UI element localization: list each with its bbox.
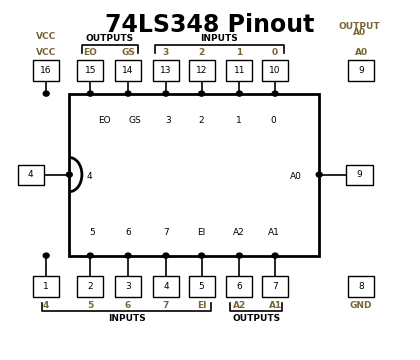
- Bar: [33, 276, 59, 297]
- Circle shape: [236, 91, 242, 96]
- Text: GND: GND: [350, 301, 373, 310]
- Bar: [348, 276, 374, 297]
- Text: VCC: VCC: [36, 48, 56, 57]
- Text: GS: GS: [121, 48, 135, 57]
- Text: 8: 8: [358, 282, 364, 292]
- Text: EO: EO: [98, 116, 110, 125]
- Text: 0: 0: [272, 48, 278, 57]
- Text: A0: A0: [354, 48, 368, 57]
- Text: 3: 3: [163, 48, 169, 57]
- Text: CIRCUITS-DIY.COM: CIRCUITS-DIY.COM: [141, 162, 248, 172]
- Text: 3: 3: [165, 116, 171, 125]
- Bar: [189, 276, 215, 297]
- Bar: [18, 165, 44, 185]
- Text: VCC: VCC: [36, 32, 56, 41]
- Circle shape: [163, 253, 169, 258]
- Circle shape: [125, 91, 131, 96]
- Circle shape: [316, 172, 322, 177]
- Text: A2: A2: [233, 301, 246, 310]
- Bar: [346, 165, 373, 185]
- Text: EO: EO: [83, 48, 97, 57]
- Text: 14: 14: [122, 66, 134, 75]
- Text: GS: GS: [128, 116, 141, 125]
- Bar: [153, 276, 179, 297]
- Circle shape: [70, 150, 77, 156]
- Bar: [226, 276, 252, 297]
- Text: 9: 9: [357, 170, 362, 179]
- Circle shape: [90, 171, 99, 178]
- Text: 74LS348 Pinout: 74LS348 Pinout: [105, 13, 315, 37]
- Text: 7: 7: [272, 282, 278, 292]
- Text: 12: 12: [196, 66, 207, 75]
- Bar: [33, 60, 59, 81]
- Bar: [153, 60, 179, 81]
- Text: 4: 4: [86, 172, 92, 181]
- Circle shape: [199, 91, 205, 96]
- Bar: [115, 60, 141, 81]
- Text: 2: 2: [199, 48, 205, 57]
- Text: 6: 6: [125, 301, 131, 310]
- Text: A1: A1: [268, 228, 280, 237]
- Text: 11: 11: [234, 66, 245, 75]
- Text: 2: 2: [199, 116, 205, 125]
- Circle shape: [87, 253, 93, 258]
- Text: 5: 5: [87, 301, 93, 310]
- Bar: [69, 94, 319, 256]
- Bar: [262, 276, 288, 297]
- Text: 4: 4: [163, 282, 169, 292]
- Bar: [77, 276, 103, 297]
- Text: 16: 16: [40, 66, 52, 75]
- Text: OUTPUTS: OUTPUTS: [232, 314, 280, 323]
- Text: 15: 15: [84, 66, 96, 75]
- Text: OUTPUT: OUTPUT: [339, 22, 381, 31]
- Text: 5: 5: [89, 228, 95, 237]
- Text: 13: 13: [160, 66, 172, 75]
- Text: 4: 4: [43, 301, 50, 310]
- Text: 0: 0: [270, 116, 276, 125]
- Text: 10: 10: [269, 66, 281, 75]
- Text: 1: 1: [236, 116, 242, 125]
- Bar: [262, 60, 288, 81]
- Text: 7: 7: [163, 228, 169, 237]
- Circle shape: [236, 253, 242, 258]
- Text: 1: 1: [236, 48, 242, 57]
- Text: 4: 4: [28, 170, 34, 179]
- Text: 5: 5: [199, 282, 205, 292]
- Text: 2: 2: [87, 282, 93, 292]
- Circle shape: [43, 253, 49, 258]
- Text: A0: A0: [290, 172, 302, 181]
- Circle shape: [43, 91, 49, 96]
- Circle shape: [66, 172, 72, 177]
- Text: 6: 6: [236, 282, 242, 292]
- Bar: [189, 60, 215, 81]
- Text: INPUTS: INPUTS: [108, 314, 145, 323]
- Circle shape: [272, 91, 278, 96]
- Text: 6: 6: [125, 228, 131, 237]
- Circle shape: [199, 253, 205, 258]
- Text: 9: 9: [358, 66, 364, 75]
- Text: OUTPUTS: OUTPUTS: [86, 34, 134, 43]
- Text: A1: A1: [268, 301, 282, 310]
- Bar: [348, 60, 374, 81]
- Text: 3: 3: [125, 282, 131, 292]
- Circle shape: [87, 91, 93, 96]
- Circle shape: [70, 197, 77, 203]
- Text: 1: 1: [43, 282, 49, 292]
- Bar: [115, 276, 141, 297]
- Bar: [77, 60, 103, 81]
- Text: SIMPLIFYING ELECTRONICS: SIMPLIFYING ELECTRONICS: [147, 190, 241, 195]
- Circle shape: [86, 218, 94, 225]
- Bar: [226, 60, 252, 81]
- Text: EI: EI: [197, 228, 206, 237]
- Text: 7: 7: [163, 301, 169, 310]
- Circle shape: [125, 253, 131, 258]
- Circle shape: [163, 91, 169, 96]
- Circle shape: [272, 253, 278, 258]
- Text: A2: A2: [233, 228, 244, 237]
- Text: A0: A0: [353, 28, 366, 37]
- Text: EI: EI: [197, 301, 206, 310]
- Circle shape: [85, 127, 95, 136]
- Text: INPUTS: INPUTS: [201, 34, 238, 43]
